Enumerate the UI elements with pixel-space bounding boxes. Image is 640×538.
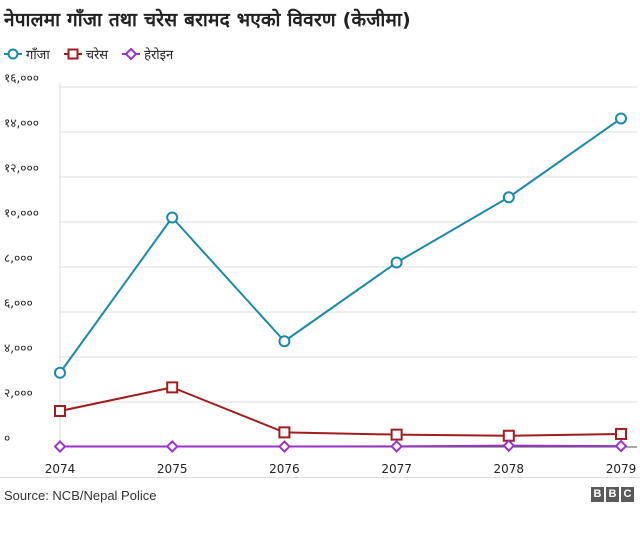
data-point-heroin xyxy=(502,439,516,453)
data-point-ganja xyxy=(54,366,66,379)
bbc-logo-letter: B xyxy=(606,487,619,502)
y-tick-label: १४,००० xyxy=(4,116,39,130)
y-tick-label: ८,००० xyxy=(4,251,33,265)
bbc-logo-letter: B xyxy=(591,487,604,502)
legend-label-charas: चरेस xyxy=(85,48,109,63)
data-point-ganja xyxy=(278,335,291,348)
data-point-heroin xyxy=(277,440,291,453)
chart-title: नेपालमा गाँजा तथा चरेस बरामद भएको विवरण … xyxy=(4,9,411,31)
legend-label-ganja: गाँजा xyxy=(26,48,50,63)
data-point-heroin xyxy=(614,439,628,453)
legend-marker-heroin xyxy=(122,47,141,61)
data-point-charas xyxy=(390,428,403,441)
x-tick-label: 2078 xyxy=(494,462,525,476)
bbc-logo-letter: C xyxy=(621,487,634,502)
series-line-charas xyxy=(59,386,622,437)
footer-divider xyxy=(0,477,640,478)
data-point-charas xyxy=(278,426,291,439)
line-chart: ० २,००० ४,००० ६,००० ८,००० १०,००० १२,००० १४,००० १… xyxy=(4,71,637,476)
series-line-ganja xyxy=(59,117,622,374)
data-point-ganja xyxy=(166,211,179,224)
source-note: Source: NCB/Nepal Police xyxy=(4,488,157,503)
data-point-charas xyxy=(54,405,66,417)
data-point-ganja xyxy=(615,112,627,125)
y-tick-label: १६,००० xyxy=(4,71,39,85)
legend-marker-charas xyxy=(63,48,82,60)
legend-item-ganja: गाँजा xyxy=(4,45,50,63)
data-point-ganja xyxy=(502,191,515,204)
data-point-ganja xyxy=(390,256,403,269)
data-point-charas xyxy=(615,427,627,440)
y-tick-label: १०,००० xyxy=(4,206,39,220)
bbc-logo: B B C xyxy=(589,487,634,502)
legend-marker-ganja xyxy=(4,48,22,60)
x-tick-label: 2075 xyxy=(157,462,188,476)
data-point-charas xyxy=(166,381,179,394)
y-tick-label: ४,००० xyxy=(4,341,33,355)
legend-item-charas: चरेस xyxy=(63,45,109,63)
y-tick-label: १२,००० xyxy=(4,161,39,175)
series-line-heroin xyxy=(59,444,622,448)
data-point-heroin xyxy=(165,440,179,453)
x-tick-label: 2076 xyxy=(269,462,300,476)
y-tick-label: २,००० xyxy=(4,386,33,400)
x-tick-label: 2074 xyxy=(45,462,76,476)
data-point-heroin xyxy=(53,440,67,453)
legend-label-heroin: हेरोइन xyxy=(144,48,174,63)
x-tick-label: 2079 xyxy=(606,462,637,476)
y-tick-label: ६,००० xyxy=(4,296,33,310)
x-tick-label: 2077 xyxy=(381,462,412,476)
data-point-heroin xyxy=(390,439,404,453)
legend: गाँजा चरेस हेरोइन xyxy=(4,44,187,64)
y-tick-label: ० xyxy=(4,431,10,445)
legend-item-heroin: हेरोइन xyxy=(122,45,173,63)
